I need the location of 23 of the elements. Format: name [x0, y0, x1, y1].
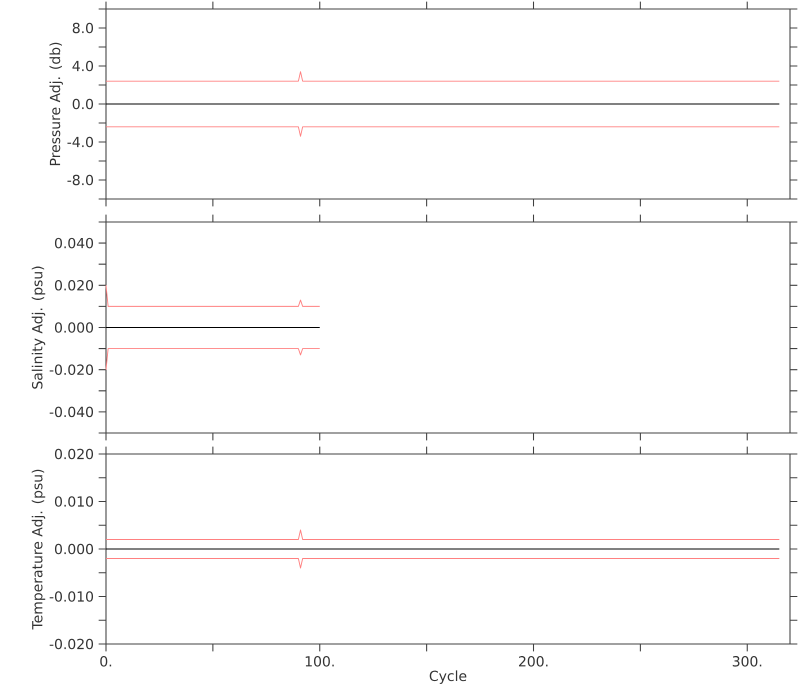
y-tick-label: 0.000	[54, 544, 94, 554]
y-tick-label: 0.040	[54, 238, 94, 248]
y-tick-label: 0.020	[54, 280, 94, 291]
x-tick-label: 100.	[306, 656, 334, 667]
y-tick-label: -4.0	[67, 136, 94, 148]
y-tick-label: -0.040	[50, 406, 94, 418]
y-axis-title: Salinity Adj. (psu)	[32, 266, 46, 389]
x-tick-label: 0.	[100, 656, 112, 667]
y-tick-label: -0.010	[50, 591, 94, 602]
y-tick-label: 0.0	[72, 98, 94, 110]
y-tick-label: -0.020	[50, 364, 94, 375]
y-tick-label: 0.010	[54, 496, 94, 507]
y-axis-title: Temperature Adj. (psu)	[32, 470, 46, 630]
x-tick-label: 300.	[732, 656, 762, 667]
y-tick-label: 0.020	[54, 448, 94, 460]
y-tick-label: -8.0	[67, 174, 94, 186]
x-axis-title: Cycle	[430, 670, 466, 684]
y-tick-label: 4.0	[72, 60, 94, 72]
y-tick-label: -0.020	[50, 638, 94, 650]
y-tick-label: 8.0	[72, 22, 94, 34]
y-axis-title: Pressure Adj. (db)	[49, 42, 63, 166]
x-tick-label: 200.	[518, 656, 548, 667]
y-tick-label: 0.000	[54, 322, 94, 333]
